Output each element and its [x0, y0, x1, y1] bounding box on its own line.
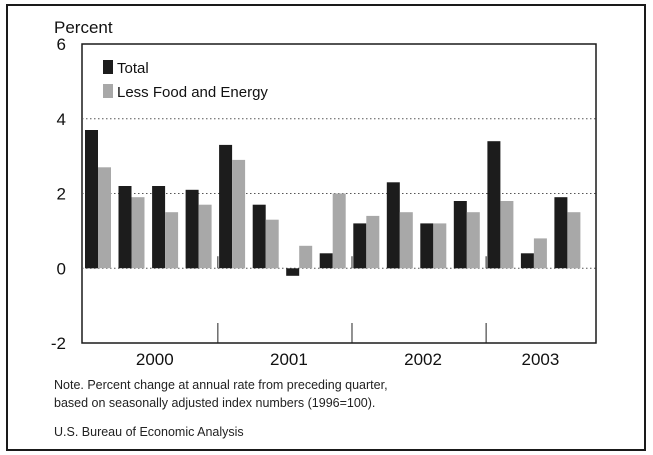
legend-swatch-total — [103, 60, 113, 74]
bars — [85, 130, 581, 276]
x-tick-label: 2002 — [404, 350, 442, 369]
bar-total-3 — [185, 189, 199, 269]
note-line-2: based on seasonally adjusted index numbe… — [54, 396, 376, 410]
bar-core-14 — [567, 212, 581, 269]
bar-core-12 — [500, 201, 514, 269]
y-tick-label: 0 — [57, 259, 66, 278]
y-tick-label: 4 — [57, 110, 66, 129]
legend-label-core: Less Food and Energy — [117, 84, 268, 101]
legend-label-total: Total — [117, 60, 149, 77]
bar-core-8 — [366, 215, 380, 269]
bar-core-7 — [332, 193, 346, 269]
bar-total-6 — [286, 268, 300, 276]
x-tick-label: 2003 — [521, 350, 559, 369]
bar-core-11 — [466, 212, 480, 269]
bar-total-11 — [453, 201, 467, 269]
axes: -2 0 2 4 6 2000 2001 2002 2003 — [51, 35, 559, 369]
bar-total-4 — [219, 144, 233, 269]
y-tick-label: -2 — [51, 334, 66, 353]
bar-core-10 — [433, 223, 447, 269]
bar-total-9 — [386, 182, 400, 269]
bar-total-8 — [353, 223, 367, 269]
x-tick-label: 2000 — [136, 350, 174, 369]
bar-total-10 — [420, 223, 434, 269]
bar-core-0 — [98, 167, 111, 269]
bar-core-3 — [198, 204, 212, 269]
bar-total-0 — [85, 130, 98, 269]
bar-core-2 — [165, 212, 179, 269]
note-line-1: Note. Percent change at annual rate from… — [54, 378, 388, 392]
bar-core-6 — [299, 245, 313, 269]
y-tick-label: 6 — [57, 35, 66, 54]
bar-core-1 — [131, 197, 145, 269]
bar-core-5 — [265, 219, 279, 269]
bar-total-2 — [152, 186, 166, 269]
bar-core-13 — [533, 238, 547, 269]
bar-core-4 — [232, 159, 246, 269]
x-tick-label: 2001 — [270, 350, 308, 369]
bar-core-9 — [399, 212, 413, 269]
bar-total-14 — [554, 197, 568, 269]
source-line: U.S. Bureau of Economic Analysis — [54, 425, 244, 439]
y-axis-title: Percent — [54, 18, 113, 37]
legend-swatch-core — [103, 84, 113, 98]
legend: Total Less Food and Energy — [103, 60, 268, 101]
y-tick-label: 2 — [57, 185, 66, 204]
bar-total-13 — [520, 253, 534, 269]
bar-total-1 — [118, 186, 132, 269]
bar-total-12 — [487, 141, 501, 269]
bar-total-5 — [252, 204, 266, 269]
bar-total-7 — [319, 253, 333, 269]
